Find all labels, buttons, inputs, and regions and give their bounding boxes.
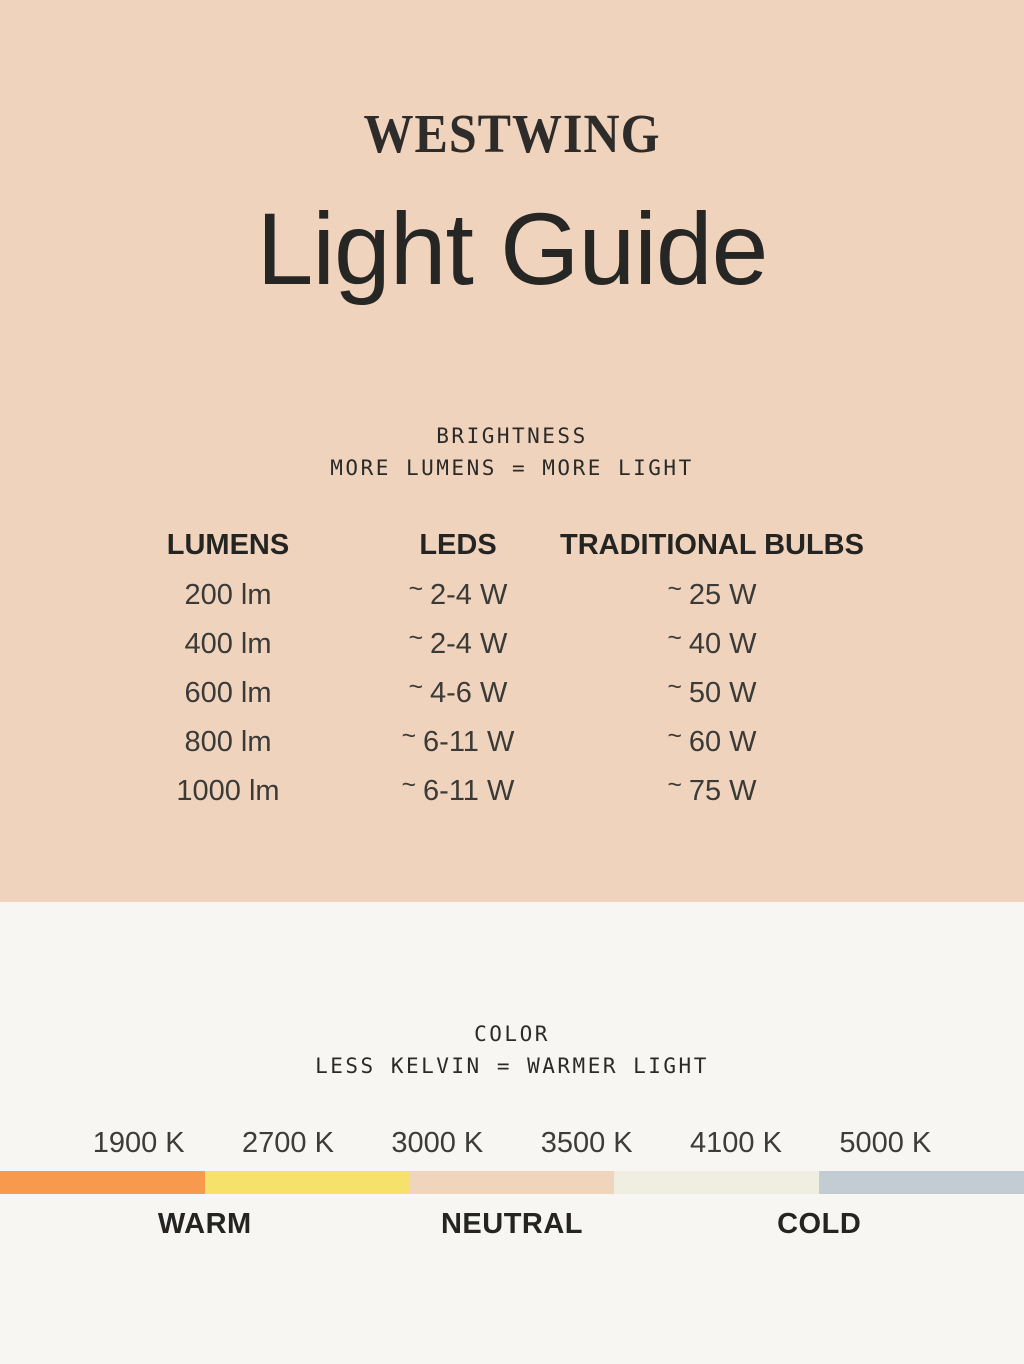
leds-value: ~4-6 W	[408, 674, 508, 709]
approx-symbol: ~	[408, 576, 424, 604]
bulbs-value: ~50 W	[667, 674, 757, 709]
page-title: Light Guide	[256, 192, 769, 306]
temperature-label-neutral: NEUTRAL	[440, 1208, 584, 1240]
approx-symbol: ~	[401, 723, 417, 751]
brightness-subheading: MORE LUMENS = MORE LIGHT	[330, 456, 694, 480]
column-header-leds: LEDS	[419, 529, 497, 561]
leds-value: ~6-11 W	[401, 723, 515, 758]
lumens-value: 800 lm	[184, 726, 272, 758]
scale-segment-neutral-peach	[409, 1171, 615, 1194]
lumens-value: 400 lm	[184, 628, 272, 660]
lumens-value: 200 lm	[184, 579, 272, 611]
table-row: 800 lm ~6-11 W ~60 W	[100, 723, 864, 759]
approx-symbol: ~	[667, 674, 682, 702]
color-subheading: LESS KELVIN = WARMER LIGHT	[315, 1054, 709, 1078]
column-header-traditional-bulbs: TRADITIONAL BULBS	[560, 529, 864, 561]
color-caption: COLOR LESS KELVIN = WARMER LIGHT	[0, 902, 1024, 1082]
lumens-value: 1000 lm	[176, 775, 280, 807]
approx-symbol: ~	[408, 674, 424, 702]
table-row: 600 lm ~4-6 W ~50 W	[100, 674, 864, 710]
bulbs-value: ~75 W	[667, 772, 757, 807]
kelvin-label: 1900 K	[92, 1127, 185, 1159]
approx-symbol: ~	[667, 576, 682, 604]
approx-symbol: ~	[667, 625, 682, 653]
column-header-lumens: LUMENS	[166, 529, 290, 561]
lumens-value: 600 lm	[184, 677, 272, 709]
brightness-caption: BRIGHTNESS MORE LUMENS = MORE LIGHT	[0, 420, 1024, 484]
approx-symbol: ~	[408, 625, 424, 653]
leds-value: ~2-4 W	[408, 576, 508, 611]
approx-symbol: ~	[667, 723, 682, 751]
table-row: 400 lm ~2-4 W ~40 W	[100, 625, 864, 661]
scale-segment-warm-orange	[0, 1171, 205, 1194]
kelvin-label: 5000 K	[839, 1127, 932, 1159]
table-row: 1000 lm ~6-11 W ~75 W	[100, 772, 864, 808]
color-heading: COLOR	[474, 1022, 550, 1046]
leds-value: ~6-11 W	[401, 772, 515, 807]
scale-segment-neutral-cream	[614, 1171, 820, 1194]
kelvin-label: 2700 K	[242, 1127, 334, 1159]
temperature-labels: WARM NEUTRAL COLD	[0, 1207, 1024, 1241]
bulbs-value: ~25 W	[667, 576, 757, 611]
bulbs-value: ~40 W	[667, 625, 757, 660]
brightness-heading: BRIGHTNESS	[436, 424, 588, 448]
kelvin-label: 3000 K	[391, 1127, 484, 1159]
temperature-label-warm: WARM	[157, 1208, 252, 1240]
approx-symbol: ~	[667, 772, 682, 800]
color-temperature-bar	[0, 1171, 1024, 1194]
color-section: COLOR LESS KELVIN = WARMER LIGHT 1900 K …	[0, 902, 1024, 1364]
scale-segment-cool-gray	[819, 1171, 1024, 1194]
brand-logo: WESTWING	[363, 102, 661, 164]
bulbs-value: ~60 W	[667, 723, 757, 758]
table-header-row: LUMENS LEDS TRADITIONAL BULBS	[100, 530, 864, 560]
brightness-table: LUMENS LEDS TRADITIONAL BULBS 200 lm ~2-…	[100, 530, 864, 808]
approx-symbol: ~	[401, 772, 417, 800]
kelvin-label: 3500 K	[540, 1127, 633, 1159]
scale-segment-warm-yellow	[204, 1171, 410, 1194]
leds-value: ~2-4 W	[408, 625, 508, 660]
table-row: 200 lm ~2-4 W ~25 W	[100, 576, 864, 612]
temperature-label-cold: COLD	[777, 1208, 862, 1240]
brightness-section: WESTWING Light Guide BRIGHTNESS MORE LUM…	[0, 0, 1024, 902]
kelvin-label: 4100 K	[690, 1127, 782, 1159]
kelvin-scale: 1900 K 2700 K 3000 K 3500 K 4100 K 5000 …	[0, 1126, 1024, 1160]
